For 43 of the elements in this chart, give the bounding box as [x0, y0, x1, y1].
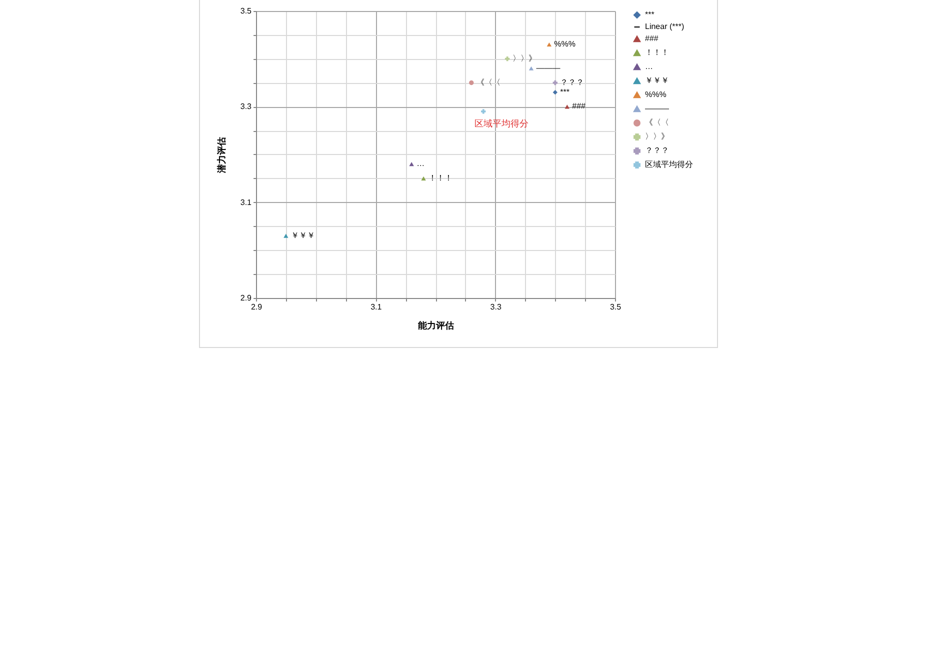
- point: [546, 42, 552, 47]
- legend-label: ！！！: [645, 48, 669, 57]
- x-tick-label: 3.1: [370, 302, 382, 312]
- text: ***: [560, 87, 570, 96]
- x-tick-label: 3.5: [610, 302, 622, 312]
- legend-label: ###: [645, 34, 659, 43]
- legend-label: %%%: [645, 90, 666, 99]
- legend-label: …: [645, 62, 653, 71]
- annotation: 区域平均得分: [474, 118, 528, 128]
- text: %%%: [554, 39, 576, 48]
- point: [421, 176, 426, 180]
- legend-label: 〉〉》: [645, 132, 669, 141]
- point: [552, 90, 558, 95]
- point: [284, 234, 288, 238]
- y-tick-label: 3.5: [240, 6, 252, 16]
- y-tick-label: 3.1: [240, 198, 252, 207]
- text: 《〈〈: [476, 78, 500, 87]
- legend-label: 区域平均得分: [645, 160, 693, 169]
- legend-label: ***: [645, 10, 654, 19]
- text: 〉〉》: [512, 54, 536, 63]
- legend-label: ？？？: [645, 146, 669, 155]
- legend-label: 《〈〈: [645, 118, 669, 127]
- text: ？？？: [560, 78, 584, 87]
- point: [409, 162, 414, 166]
- x-tick-label: 2.9: [250, 302, 263, 312]
- point: [528, 66, 534, 70]
- text: …: [416, 159, 425, 168]
- point: [504, 56, 510, 62]
- y-tick-label: 3.3: [240, 102, 252, 112]
- text: ！！！: [428, 173, 453, 182]
- text: ￥￥￥: [290, 230, 315, 240]
- point: [469, 80, 474, 86]
- legend-label: Linear (***): [645, 22, 684, 31]
- point: [481, 109, 486, 114]
- legend-label: ———: [645, 104, 669, 113]
- point: [552, 80, 558, 86]
- y-axis-title: 潜力评估: [216, 137, 226, 174]
- text: ———: [536, 63, 560, 72]
- legend-label: ￥￥￥: [645, 76, 669, 85]
- x-axis-title: 能力评估: [418, 320, 454, 330]
- text: ###: [572, 102, 586, 111]
- y-tick-label: 2.9: [240, 294, 252, 302]
- x-tick-label: 3.3: [490, 302, 502, 312]
